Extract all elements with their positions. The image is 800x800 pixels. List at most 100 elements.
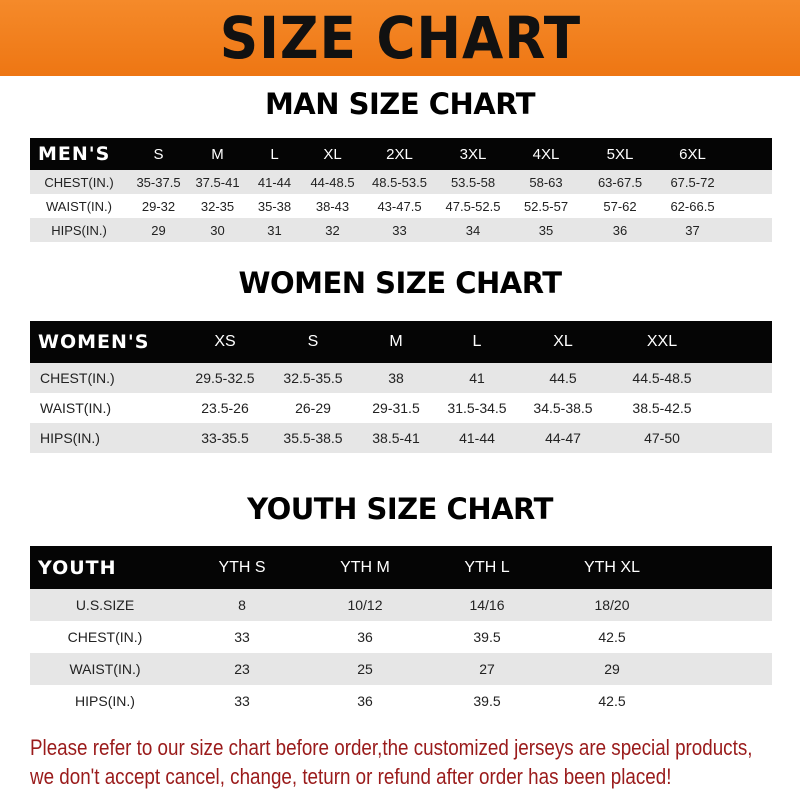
table-cell: 30 <box>210 222 225 238</box>
size-header: 3XL <box>459 145 487 163</box>
table-cell: 38.5-41 <box>372 430 420 446</box>
table-cell: 53.5-58 <box>450 174 496 190</box>
order-notice: Please refer to our size chart before or… <box>30 733 753 791</box>
table-cell: 31.5-34.5 <box>447 400 507 416</box>
women-title: WOMEN SIZE CHART <box>238 266 562 300</box>
table-cell: 63-67.5 <box>597 174 643 190</box>
table-cell: 23 <box>234 661 250 677</box>
table-cell: 25 <box>357 661 373 677</box>
table-cell: 35 <box>538 222 554 238</box>
table-row: HIPS(IN.) 33 36 39.5 42.5 <box>30 685 772 717</box>
table-row: CHEST(IN.) 35-37.5 37.5-41 41-44 44-48.5 48.5… <box>30 170 772 194</box>
table-cell: 8 <box>238 597 246 613</box>
table-cell: 18/20 <box>594 597 630 613</box>
size-header: XL <box>323 145 342 163</box>
table-cell: 37.5-41 <box>195 174 240 190</box>
table-cell: 29 <box>604 661 620 677</box>
size-header: 2XL <box>386 145 413 163</box>
table-cell: 43-47.5 <box>377 198 422 214</box>
table-cell: 35-38 <box>257 198 292 214</box>
banner-title: SIZE CHART <box>219 4 581 72</box>
men-title: MAN SIZE CHART <box>264 87 536 121</box>
size-header: YTH M <box>340 558 390 576</box>
table-row: HIPS(IN.) 33-35.5 35.5-38.5 38.5-41 41-44 44-… <box>30 423 772 453</box>
table-cell: 44-47 <box>545 430 581 446</box>
table-cell: 67.5-72 <box>670 174 715 190</box>
size-chart-banner: SIZE CHART <box>0 0 800 76</box>
table-cell: 38-43 <box>315 198 350 214</box>
table-header-row: MEN'S S M L XL 2XL 3XL 4XL 5XL 6XL <box>30 138 772 170</box>
table-cell: 44-48.5 <box>310 174 355 190</box>
row-label: WAIST(IN.) <box>46 198 112 214</box>
table-cell: 47-50 <box>644 430 680 446</box>
row-label: HIPS(IN.) <box>75 693 135 709</box>
row-label: CHEST(IN.) <box>67 629 143 645</box>
size-header: S <box>153 145 164 163</box>
youth-title: YOUTH SIZE CHART <box>247 492 553 526</box>
table-cell: 33-35.5 <box>201 430 249 446</box>
row-label: WAIST(IN.) <box>40 400 112 416</box>
table-header-row: YOUTH YTH S YTH M YTH L YTH XL <box>30 546 772 589</box>
table-cell: 32-35 <box>200 198 235 214</box>
table-cell: 10/12 <box>347 597 383 613</box>
table-cell: 31 <box>267 222 282 238</box>
row-label: CHEST(IN.) <box>40 370 115 386</box>
table-cell: 41-44 <box>257 174 292 190</box>
row-label: U.S.SIZE <box>75 597 135 613</box>
table-cell: 27 <box>479 661 495 677</box>
table-row: CHEST(IN.) 29.5-32.5 32.5-35.5 38 41 44.5 44.5… <box>30 363 772 393</box>
notice-line-1: Please refer to our size chart before or… <box>30 735 753 760</box>
table-cell: 36 <box>612 222 628 238</box>
youth-size-table: YOUTH YTH S YTH M YTH L YTH XL U.S.SIZE 8 10/12… <box>30 546 772 717</box>
table-cell: 33 <box>234 693 250 709</box>
size-header: L <box>270 145 279 163</box>
size-header: M <box>211 145 224 163</box>
table-cell: 14/16 <box>469 597 505 613</box>
table-cell: 23.5-26 <box>201 400 249 416</box>
table-cell: 42.5 <box>598 629 626 645</box>
table-cell: 29-31.5 <box>372 400 420 416</box>
table-cell: 37 <box>685 222 700 238</box>
table-row: WAIST(IN.) 23 25 27 29 <box>30 653 772 685</box>
row-label: HIPS(IN.) <box>40 430 100 446</box>
size-header: 5XL <box>606 145 634 163</box>
table-cell: 41-44 <box>459 430 495 446</box>
size-header: YTH XL <box>583 558 640 576</box>
table-cell: 39.5 <box>473 693 501 709</box>
row-label: WAIST(IN.) <box>69 661 141 677</box>
table-cell: 47.5-52.5 <box>445 198 501 214</box>
table-cell: 33 <box>234 629 250 645</box>
table-cell: 32.5-35.5 <box>283 370 343 386</box>
table-cell: 35-37.5 <box>136 174 181 190</box>
size-header: YTH L <box>464 558 510 576</box>
table-row: U.S.SIZE 8 10/12 14/16 18/20 <box>30 589 772 621</box>
size-header: S <box>307 333 319 350</box>
table-cell: 39.5 <box>473 629 501 645</box>
size-header: XS <box>214 333 236 350</box>
size-header: 4XL <box>532 145 560 163</box>
size-header: M <box>389 333 403 350</box>
table-cell: 34 <box>465 222 481 238</box>
table-cell: 42.5 <box>598 693 626 709</box>
size-header: L <box>472 333 482 350</box>
table-name: WOMEN'S <box>38 331 150 353</box>
table-cell: 48.5-53.5 <box>372 174 427 190</box>
table-cell: 29 <box>151 222 166 238</box>
table-cell: 32 <box>325 222 340 238</box>
table-name: MEN'S <box>38 143 111 165</box>
size-header: 6XL <box>679 145 706 163</box>
size-header: YTH S <box>218 558 266 576</box>
size-header: XL <box>553 333 573 350</box>
row-label: CHEST(IN.) <box>44 174 114 190</box>
table-row: HIPS(IN.) 29 30 31 32 33 34 35 36 37 <box>30 218 772 242</box>
row-label: HIPS(IN.) <box>51 222 107 238</box>
table-cell: 38 <box>388 370 404 386</box>
table-cell: 38.5-42.5 <box>632 400 692 416</box>
table-cell: 36 <box>357 629 373 645</box>
table-cell: 29.5-32.5 <box>195 370 255 386</box>
notice-line-2: we don't accept cancel, change, teturn o… <box>30 764 672 789</box>
men-size-table: MEN'S S M L XL 2XL 3XL 4XL 5XL 6XL CHEST(IN.) 35-37… <box>30 138 772 242</box>
table-cell: 44.5 <box>549 370 577 386</box>
table-row: WAIST(IN.) 23.5-26 26-29 29-31.5 31.5-34.5 34… <box>30 393 772 423</box>
table-name: YOUTH <box>38 556 117 579</box>
